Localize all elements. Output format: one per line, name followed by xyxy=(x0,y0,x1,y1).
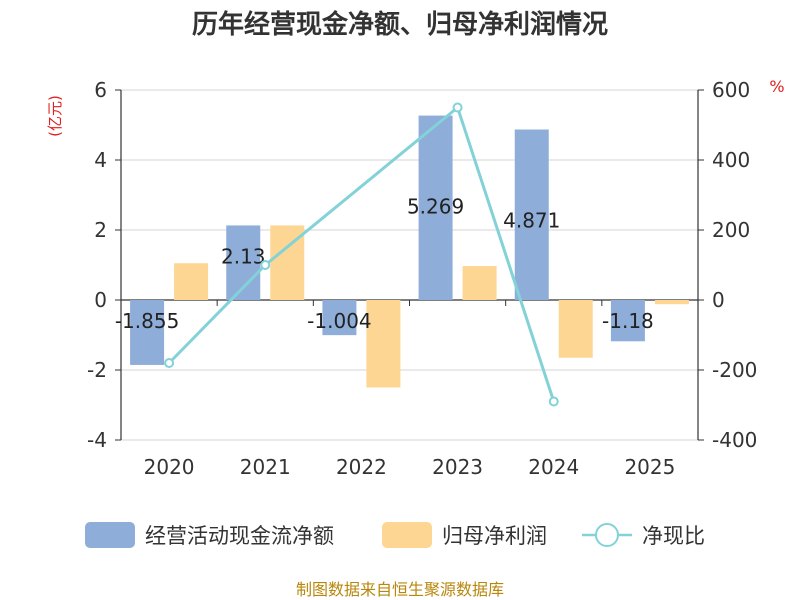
legend-swatch-cashflow xyxy=(85,522,135,548)
x-tick-label: 2022 xyxy=(336,455,387,479)
x-tick-label: 2020 xyxy=(144,455,195,479)
profit-bar xyxy=(366,300,401,388)
profit-bar xyxy=(462,266,497,300)
y-right-tick-label: -400 xyxy=(712,428,757,452)
ratio-point xyxy=(548,396,559,407)
data-label: 5.269 xyxy=(407,195,464,219)
data-label: 4.871 xyxy=(503,209,560,233)
y-right-tick-label: 400 xyxy=(712,148,750,172)
x-tick-label: 2025 xyxy=(624,455,675,479)
x-tick-label: 2021 xyxy=(240,455,291,479)
y-right-tick-label: 200 xyxy=(712,218,750,242)
legend-swatch-profit xyxy=(382,522,432,548)
cashflow-bar xyxy=(418,115,453,301)
y-right-tick-label: 0 xyxy=(712,288,725,312)
cashflow-bar xyxy=(610,300,645,342)
y-left-axis-label: (亿元) xyxy=(46,95,64,137)
data-label: -1.004 xyxy=(307,309,371,333)
y-left-tick-label: 6 xyxy=(94,78,107,102)
data-label: -1.855 xyxy=(115,309,179,333)
source-note: 制图数据来自恒生聚源数据库 xyxy=(295,580,504,599)
y-left-tick-label: -4 xyxy=(87,428,107,452)
cashflow-bar xyxy=(130,300,165,365)
y-left-tick-label: 0 xyxy=(94,288,107,312)
cashflow-bar xyxy=(514,129,549,300)
y-left-tick-label: 2 xyxy=(94,218,107,242)
ratio-point xyxy=(164,358,175,368)
legend-label-ratio: 净现比 xyxy=(642,524,705,548)
legend-marker-ratio xyxy=(595,523,619,547)
profit-bar xyxy=(558,300,593,358)
ratio-point xyxy=(260,260,271,270)
profit-bar xyxy=(174,263,209,300)
y-right-tick-label: -200 xyxy=(712,358,757,382)
y-right-tick-label: 600 xyxy=(712,78,750,102)
y-left-tick-label: -2 xyxy=(87,358,107,382)
ratio-point xyxy=(452,102,463,113)
legend-label-cashflow: 经营活动现金流净额 xyxy=(145,524,334,548)
y-left-tick-label: 4 xyxy=(94,148,107,172)
cashflow-bar xyxy=(322,300,357,336)
chart-title: 历年经营现金净额、归母净利润情况 xyxy=(191,10,608,40)
x-tick-label: 2024 xyxy=(528,455,579,479)
legend-label-profit: 归母净利润 xyxy=(442,524,547,548)
data-label: -1.18 xyxy=(602,309,654,333)
ratio-line xyxy=(168,104,556,402)
data-label: 2.13 xyxy=(221,244,266,268)
x-tick-label: 2023 xyxy=(432,455,483,479)
y-right-axis-label: % xyxy=(769,77,784,96)
profit-bar xyxy=(654,300,689,305)
